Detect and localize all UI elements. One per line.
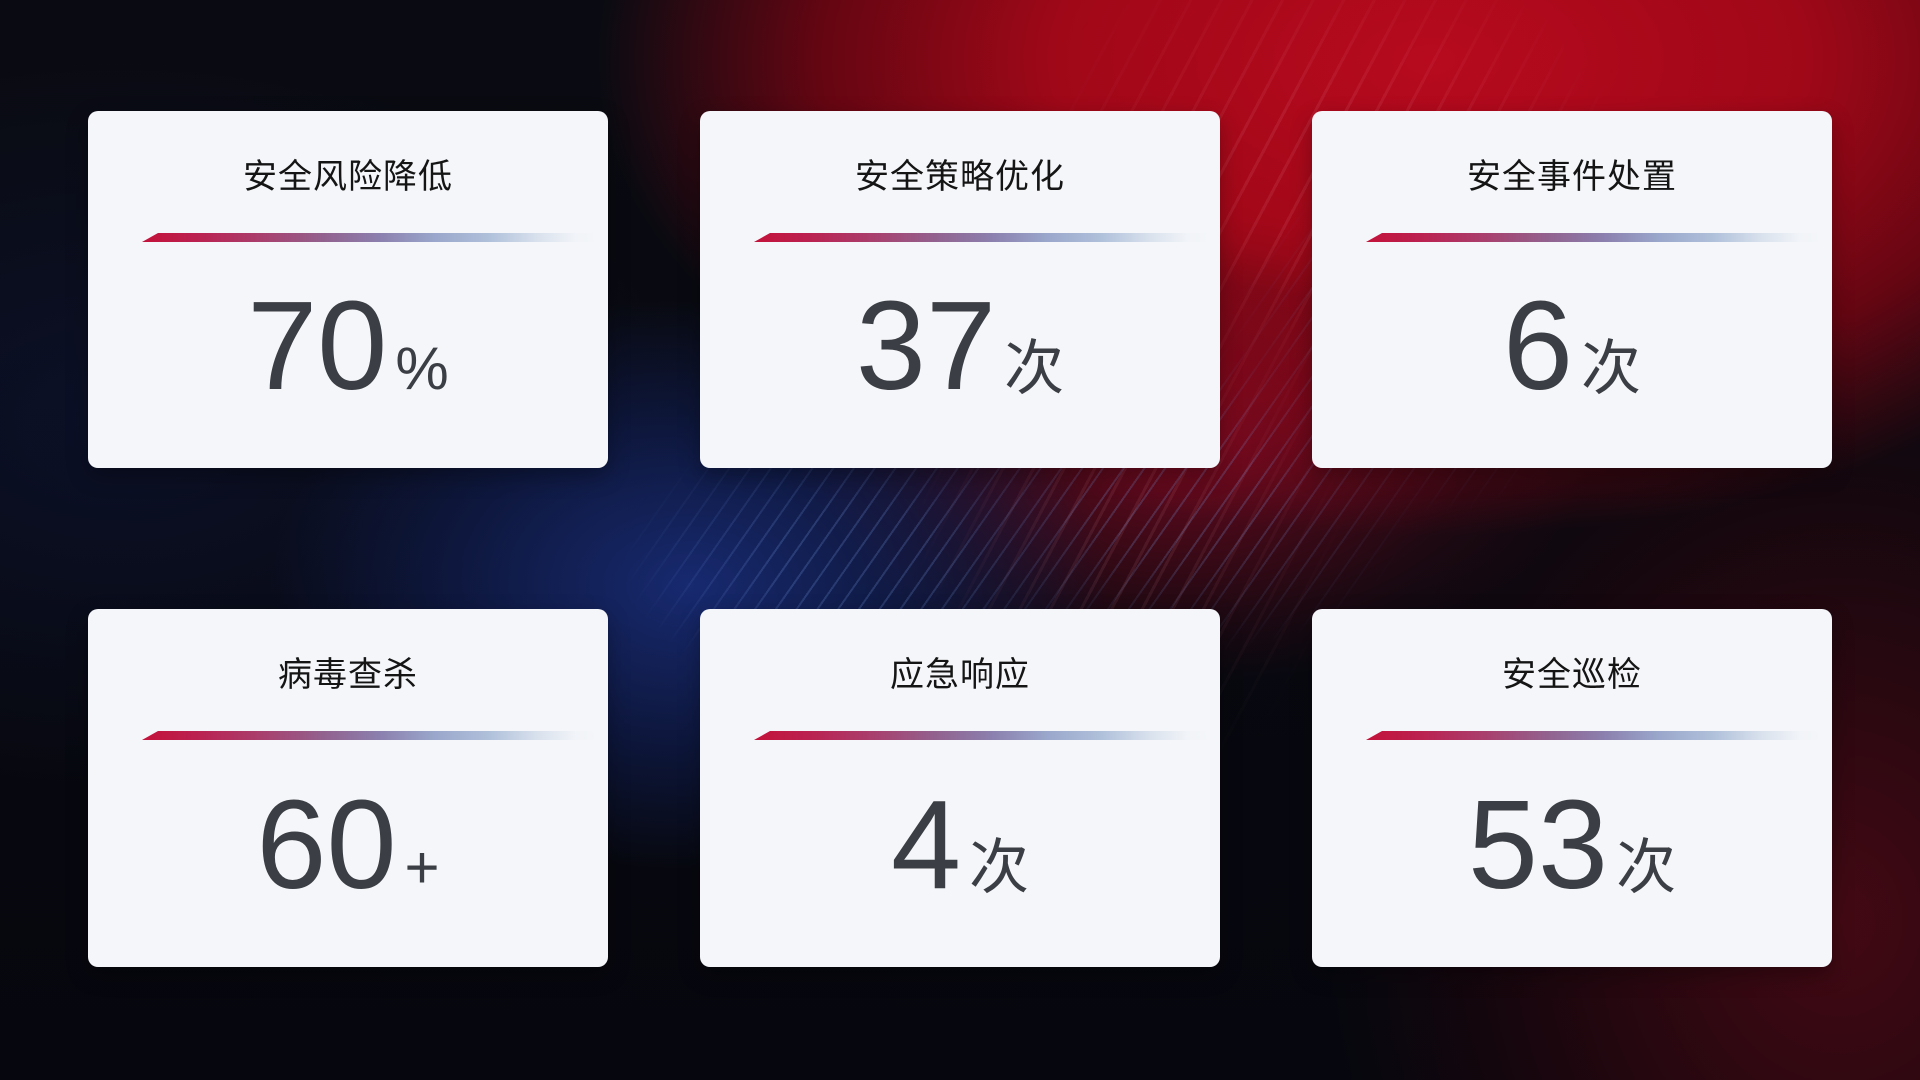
stat-card-value-area: 37 次 xyxy=(700,242,1220,468)
gradient-divider xyxy=(754,731,1210,740)
stat-card-unit: 次 xyxy=(1004,335,1065,402)
stat-card-value-area: 4 次 xyxy=(700,740,1220,967)
gradient-divider xyxy=(142,731,598,740)
gradient-divider xyxy=(1366,731,1822,740)
stat-card-unit: 次 xyxy=(1581,335,1642,402)
gradient-divider xyxy=(142,233,598,242)
stat-card-unit: % xyxy=(395,335,449,402)
stat-card: 安全策略优化 37 次 xyxy=(700,111,1220,468)
stat-card: 安全巡检 53 次 xyxy=(1312,609,1832,967)
stat-card-value-area: 53 次 xyxy=(1312,740,1832,967)
stat-card-unit: 次 xyxy=(1616,833,1677,901)
stat-card-value: 53 xyxy=(1467,773,1609,915)
stat-card-value: 6 xyxy=(1502,275,1574,416)
stat-card-value-area: 60 + xyxy=(88,740,608,967)
gradient-divider xyxy=(1366,233,1822,242)
stat-card-value-area: 6 次 xyxy=(1312,242,1832,468)
stat-card-unit: 次 xyxy=(969,833,1030,901)
stat-card-title: 应急响应 xyxy=(890,656,1030,694)
stat-card-title: 安全事件处置 xyxy=(1467,158,1677,196)
stat-card-title: 病毒查杀 xyxy=(278,656,418,694)
stat-card-value: 60 xyxy=(256,773,397,915)
stat-card: 病毒查杀 60 + xyxy=(88,609,608,967)
stat-card-value: 70 xyxy=(247,275,388,416)
stat-card-unit: + xyxy=(404,833,440,901)
stat-card: 安全事件处置 6 次 xyxy=(1312,111,1832,468)
stat-card-title: 安全风险降低 xyxy=(243,158,453,196)
stat-card-value: 37 xyxy=(855,275,997,416)
stat-card-value: 4 xyxy=(890,773,962,915)
stat-card-title: 安全策略优化 xyxy=(855,158,1065,196)
stat-card: 应急响应 4 次 xyxy=(700,609,1220,967)
stat-card-title: 安全巡检 xyxy=(1502,656,1642,694)
stat-card-value-area: 70 % xyxy=(88,242,608,468)
gradient-divider xyxy=(754,233,1210,242)
stat-card: 安全风险降低 70 % xyxy=(88,111,608,468)
